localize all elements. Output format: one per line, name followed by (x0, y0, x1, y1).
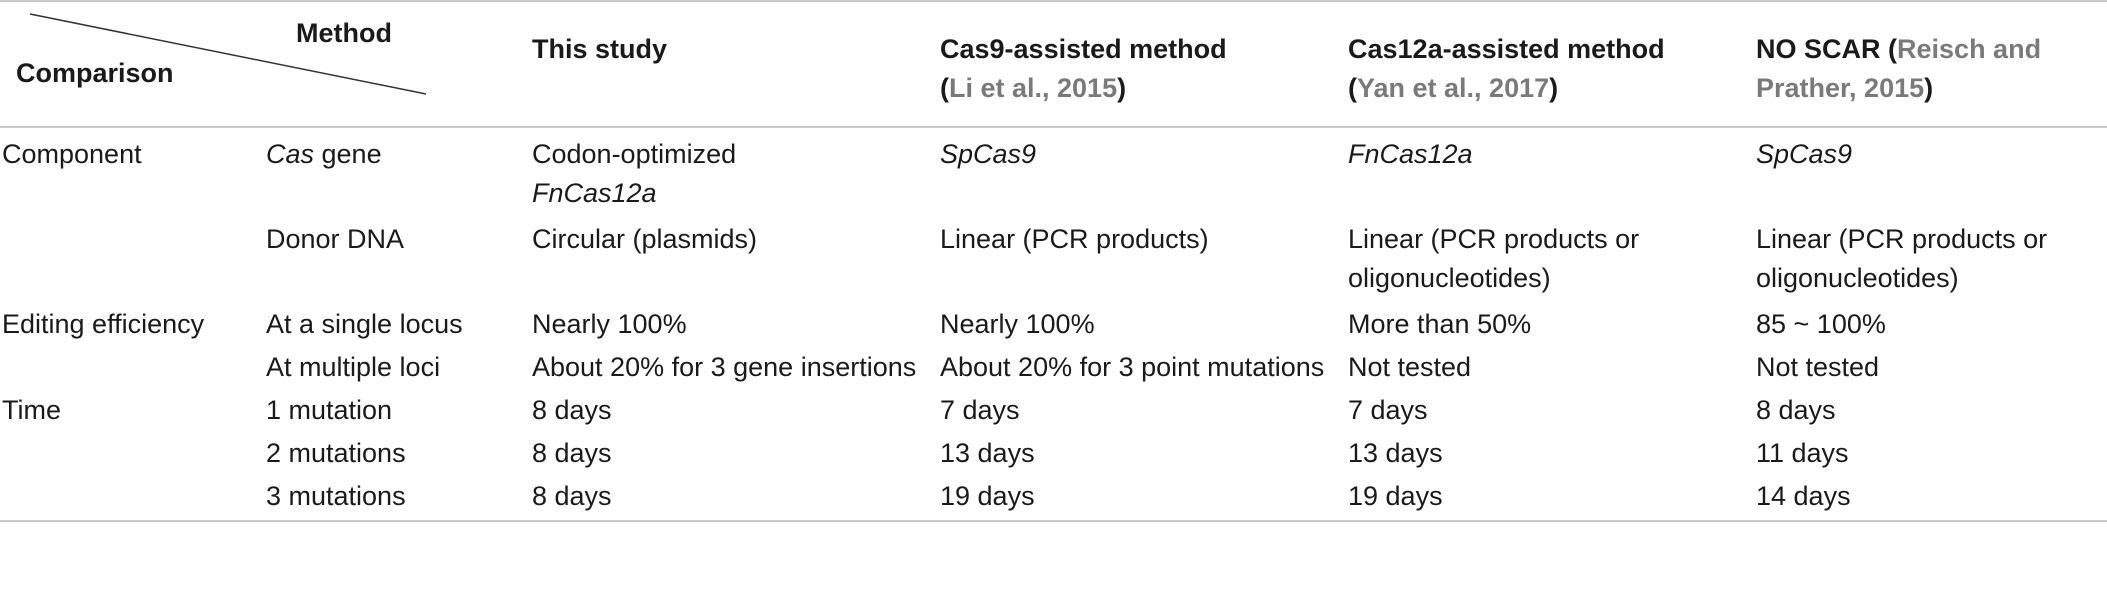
table-cell: Linear (PCR products) (940, 224, 1209, 254)
table-cell: 11 days (1756, 438, 1849, 468)
table-cell: More than 50% (1348, 309, 1532, 339)
table-cell: SpCas9 (940, 127, 1348, 213)
table-cell: 7 days (1348, 395, 1428, 425)
header-row: Method Comparison This study Cas9-assist… (0, 1, 2107, 127)
corner-comparison-label: Comparison (16, 58, 174, 88)
table-cell: Circular (plasmids) (532, 224, 758, 254)
table-cell: 8 days (532, 395, 612, 425)
row-item-label: 2 mutations (266, 438, 406, 468)
table-cell: Linear (PCR products or oligonucleotides… (1348, 224, 1640, 293)
table-cell: 13 days (940, 438, 1035, 468)
table-cell: 7 days (940, 395, 1020, 425)
header-reference: Yan et al., 2017 (1357, 73, 1550, 103)
table-cell: Not tested (1756, 352, 1880, 382)
row-group-label: Time (2, 395, 61, 425)
table-cell: 19 days (940, 481, 1035, 511)
row-group-label (0, 213, 266, 298)
table-row: 3 mutations 8 days 19 days 19 days 14 da… (0, 473, 2107, 521)
cell-text-italic: SpCas9 (1756, 139, 1853, 169)
row-item-label: Donor DNA (266, 224, 405, 254)
row-item-label: Cas gene (266, 127, 532, 213)
header-cas12a-method: Cas12a-assisted method (Yan et al., 2017) (1348, 34, 1665, 103)
header-reference: Reisch and Prather, 2015 (1756, 34, 2042, 103)
cell-text-italic: FnCas12a (1348, 139, 1473, 169)
table-cell: 14 days (1756, 481, 1851, 511)
table-cell: Linear (PCR products or oligonucleotides… (1756, 224, 2048, 293)
table-cell: 8 days (532, 481, 612, 511)
cell-text-italic: FnCas12a (532, 178, 657, 208)
cell-text: Codon-optimized (532, 139, 737, 169)
table-cell: About 20% for 3 gene insertions (532, 352, 917, 382)
header-no-scar: NO SCAR (Reisch and Prather, 2015) (1756, 34, 2042, 103)
table-cell: Codon-optimized FnCas12a (532, 127, 940, 213)
row-item-text: gene (314, 139, 382, 169)
table-row: Editing efficiency At a single locus Nea… (0, 298, 2107, 344)
header-title: NO SCAR (1756, 34, 1881, 64)
header-cas9-method: Cas9-assisted method (Li et al., 2015) (940, 34, 1227, 103)
header-reference: Li et al., 2015 (949, 73, 1118, 103)
row-item-label: At multiple loci (266, 352, 441, 382)
row-group-label: Editing efficiency (2, 309, 205, 339)
table-cell: Nearly 100% (532, 309, 687, 339)
table-row: Donor DNA Circular (plasmids) Linear (PC… (0, 213, 2107, 298)
table-cell: About 20% for 3 point mutations (940, 352, 1325, 382)
header-title: This study (532, 34, 668, 64)
table-cell: 13 days (1348, 438, 1443, 468)
row-item-label: 1 mutation (266, 395, 393, 425)
table-cell: Not tested (1348, 352, 1472, 382)
table-cell: SpCas9 (1756, 127, 2107, 213)
cell-text-italic: SpCas9 (940, 139, 1037, 169)
table-cell: FnCas12a (1348, 127, 1756, 213)
header-title: Cas12a-assisted method (1348, 34, 1665, 64)
table-row: 2 mutations 8 days 13 days 13 days 11 da… (0, 430, 2107, 473)
table-cell: 8 days (1756, 395, 1836, 425)
corner-method-label: Method (296, 18, 392, 48)
table-row: Time 1 mutation 8 days 7 days 7 days 8 d… (0, 387, 2107, 430)
table-row: At multiple loci About 20% for 3 gene in… (0, 344, 2107, 387)
header-this-study: This study (532, 1, 940, 127)
table-cell: 85 ~ 100% (1756, 309, 1886, 339)
table-row: Component Cas gene Codon-optimized FnCas1… (0, 127, 2107, 213)
row-item-italic: Cas (266, 139, 315, 169)
row-group-label (0, 430, 266, 473)
row-group-label (0, 344, 266, 387)
row-group-label (0, 473, 266, 521)
header-title: Cas9-assisted method (940, 34, 1227, 64)
comparison-table: Method Comparison This study Cas9-assist… (0, 1, 2107, 521)
table-cell: 8 days (532, 438, 612, 468)
table-cell: Nearly 100% (940, 309, 1095, 339)
row-item-label: At a single locus (266, 309, 463, 339)
table-cell: 19 days (1348, 481, 1443, 511)
corner-header-cell: Method Comparison (0, 1, 532, 127)
row-group-label: Component (2, 139, 142, 169)
row-item-label: 3 mutations (266, 481, 406, 511)
